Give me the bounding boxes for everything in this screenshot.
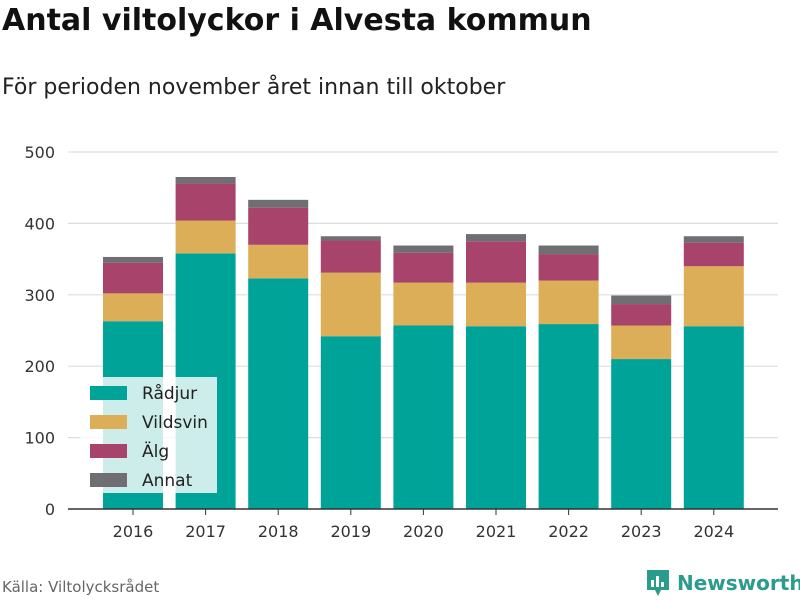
legend-swatch [90, 473, 127, 487]
bar-segment-älg [320, 240, 381, 273]
bar-segment-älg [103, 262, 163, 294]
bar-segment-vildsvin [393, 282, 454, 326]
bar-segment-annat [393, 245, 454, 253]
y-tick-label: 200 [24, 357, 55, 376]
y-tick-label: 300 [24, 286, 55, 305]
bar-segment-älg [175, 183, 236, 221]
legend-swatch [90, 415, 127, 429]
y-tick-label: 500 [24, 143, 55, 162]
legend-label: Rådjur [142, 383, 197, 404]
x-tick-label: 2023 [621, 522, 662, 541]
chart-title: Antal viltolyckor i Alvesta kommun [2, 3, 592, 38]
bar-segment-älg [683, 242, 744, 267]
x-tick-label: 2022 [548, 522, 589, 541]
bar-segment-vildsvin [320, 272, 381, 337]
bar-segment-rådjur [248, 278, 309, 509]
bar-segment-annat [466, 234, 526, 242]
legend-swatch [90, 386, 127, 400]
bar-segment-vildsvin [248, 244, 309, 279]
bar-segment-annat [683, 236, 744, 243]
bar-segment-vildsvin [466, 282, 526, 327]
chart-subtitle: För perioden november året innan till ok… [2, 75, 506, 100]
legend: Rådjur Vildsvin Älg Annat [80, 377, 217, 493]
legend-label: Älg [142, 441, 169, 462]
bar-segment-älg [538, 254, 599, 281]
x-tick-label: 2021 [476, 522, 517, 541]
legend-label: Annat [142, 471, 193, 491]
bar-segment-annat [103, 256, 163, 263]
x-tick-label: 2017 [185, 522, 226, 541]
bar-chart-logo-icon [647, 570, 669, 596]
x-tick-label: 2024 [693, 522, 734, 541]
legend-swatch [90, 444, 127, 458]
bar-segment-annat [611, 295, 672, 305]
y-tick-label: 0 [45, 500, 55, 519]
bar-segment-rådjur [611, 359, 672, 509]
bar-segment-älg [611, 304, 672, 326]
source-note: Källa: Viltolycksrådet [2, 578, 160, 596]
bar-segment-rådjur [538, 324, 599, 509]
bar-segment-annat [320, 236, 381, 241]
bar-segment-vildsvin [538, 280, 599, 325]
bar-segment-vildsvin [611, 325, 672, 360]
bar-segment-vildsvin [175, 220, 236, 254]
bar-segment-vildsvin [683, 266, 744, 327]
brand-logo: Newsworthy [645, 568, 800, 598]
x-tick-label: 2016 [113, 522, 154, 541]
bar-segment-rådjur [683, 326, 744, 509]
bar-segment-annat [538, 245, 599, 255]
bar-segment-annat [248, 199, 309, 208]
bar-segment-älg [393, 252, 454, 283]
y-tick-label: 400 [24, 214, 55, 233]
x-tick-label: 2020 [403, 522, 444, 541]
x-tick-label: 2018 [258, 522, 299, 541]
axes: 0 100 200 300 400 500 2016 2017 2018 2019 2020 2021… [24, 143, 778, 541]
bar-segment-vildsvin [103, 293, 163, 322]
legend-label: Vildsvin [142, 413, 208, 433]
bar-segment-älg [466, 241, 526, 283]
bar-segment-rådjur [393, 325, 454, 509]
bar-segment-rådjur [320, 336, 381, 509]
y-tick-label: 100 [24, 429, 55, 448]
bar-segment-älg [248, 207, 309, 245]
x-tick-label: 2019 [330, 522, 371, 541]
bar-segment-annat [175, 176, 236, 184]
brand-name: Newsworthy [677, 571, 800, 595]
bar-segment-rådjur [466, 326, 526, 509]
